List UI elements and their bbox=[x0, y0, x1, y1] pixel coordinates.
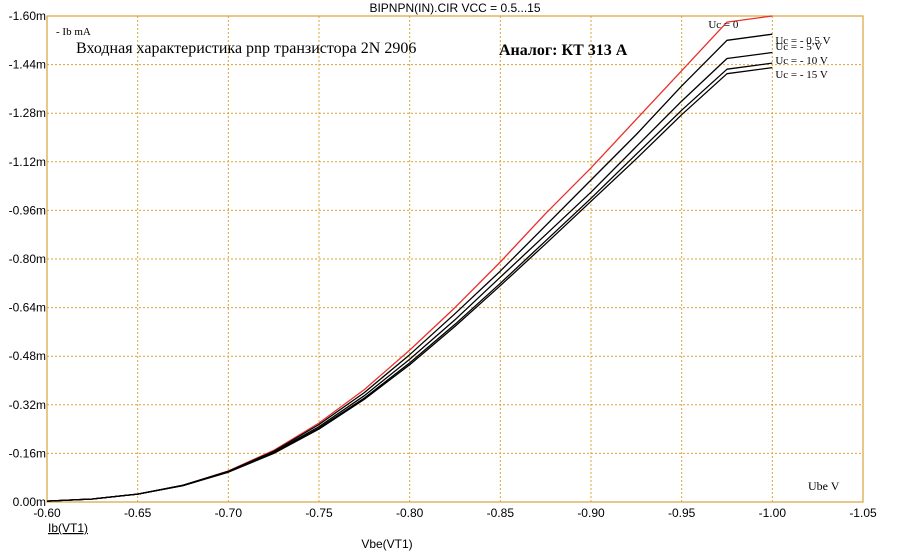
y-tick-label: -1.44m bbox=[9, 58, 46, 72]
axes bbox=[46, 15, 864, 503]
x-axis-label: Vbe(VT1) bbox=[361, 537, 412, 551]
grid bbox=[47, 16, 863, 502]
series-legend-label: Uc = - 0,5 V bbox=[775, 35, 830, 47]
x-tick-label: -0.90 bbox=[577, 506, 605, 520]
tick-labels: -0.60 -0.65 -0.70 -0.75 -0.80 -0.85 -0.90 -0.95… bbox=[9, 9, 877, 520]
x-tick-label: -1.00 bbox=[759, 506, 787, 520]
series-lines bbox=[46, 15, 773, 502]
y-tick-label: -1.28m bbox=[9, 106, 46, 120]
x-tick-label: -0.65 bbox=[124, 506, 152, 520]
series-legend-label: Uc = - 15 V bbox=[775, 69, 827, 81]
main-annotation: Входная характеристика pnp транзистора 2… bbox=[76, 40, 416, 57]
series-legend-label: Uc = - 10 V bbox=[775, 55, 827, 67]
y-tick-label: -1.12m bbox=[9, 155, 46, 169]
series-legend-label: Uc = - 5 V bbox=[775, 41, 822, 53]
x-tick-label: -0.85 bbox=[487, 506, 515, 520]
x-tick-label: -0.80 bbox=[396, 506, 424, 520]
y-tick-label: -0.80m bbox=[9, 252, 46, 266]
x-tick-label: -0.95 bbox=[668, 506, 696, 520]
series-legend-label: Uc = 0 bbox=[708, 19, 739, 31]
y-axis-label: Ib(VT1) bbox=[48, 521, 88, 535]
plot-frame bbox=[46, 15, 864, 503]
x-tick-label: -0.60 bbox=[33, 506, 61, 520]
y-tick-label: -0.32m bbox=[9, 398, 46, 412]
analog-annotation: Аналог: КТ 313 А bbox=[499, 42, 628, 59]
series-line bbox=[46, 66, 773, 502]
y-tick-label: 0.00m bbox=[13, 495, 46, 509]
chart-title: BIPNPN(IN).CIR VCC = 0.5...15 bbox=[369, 1, 540, 15]
y-tick-label: -1.60m bbox=[9, 9, 46, 23]
y-tick-label: -0.48m bbox=[9, 349, 46, 363]
x-tick-label: -0.75 bbox=[305, 506, 333, 520]
x-tick-label: -1.05 bbox=[849, 506, 877, 520]
x-tick-label: -0.70 bbox=[215, 506, 243, 520]
y-unit-label: - Ib mA bbox=[56, 26, 91, 38]
y-tick-label: -0.64m bbox=[9, 301, 46, 315]
x-unit-label: Ube V bbox=[808, 479, 840, 493]
legend: Uc = 0 Uc = - 0,5 VUc = - 5 V Uc = - 10 V U… bbox=[708, 19, 830, 81]
y-tick-label: -0.16m bbox=[9, 446, 46, 460]
y-tick-label: -0.96m bbox=[9, 203, 46, 217]
